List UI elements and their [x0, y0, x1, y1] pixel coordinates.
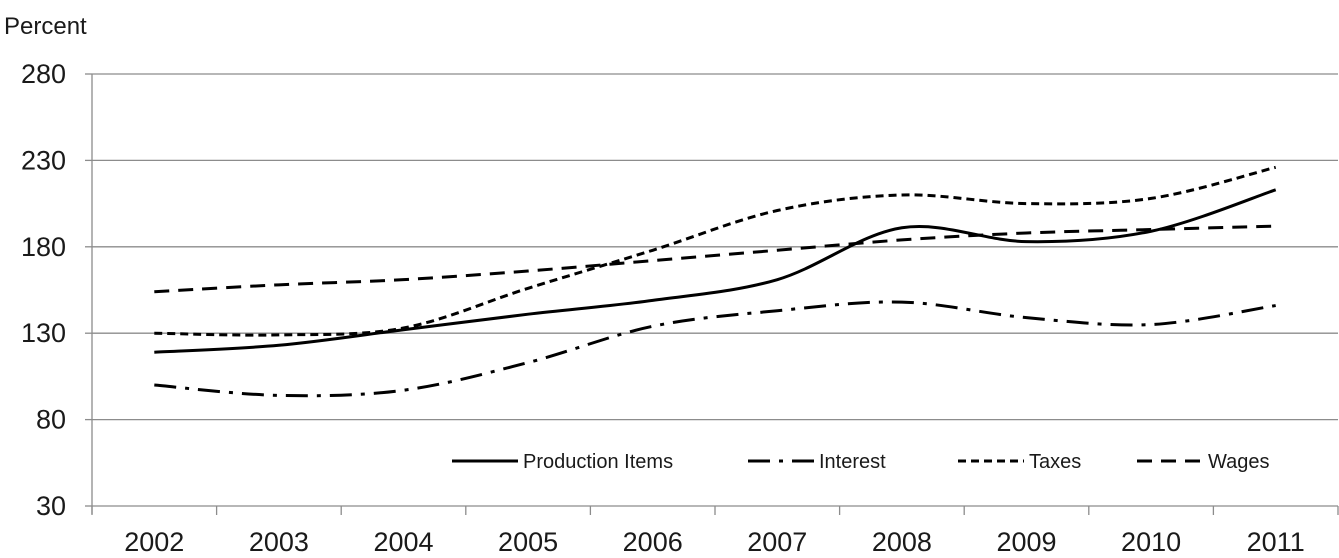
x-tick-label: 2010 [1121, 527, 1181, 557]
series-lines [154, 165, 1277, 398]
series-line-interest [154, 300, 1276, 398]
gridlines [92, 73, 1338, 421]
series-line-taxes [154, 165, 1277, 337]
y-axis-title: Percent [4, 13, 87, 40]
x-tick-label: 2007 [747, 527, 807, 557]
y-tick-labels: 30 80 130 180 230 280 [21, 59, 66, 521]
y-tick-label: 180 [21, 232, 66, 262]
x-tick-label: 2006 [623, 527, 683, 557]
x-tick-labels: 2002 2003 2004 2005 2006 2007 2008 2009 2010 2011 [124, 527, 1304, 557]
x-tick-label: 2003 [249, 527, 309, 557]
y-tick-label: 30 [36, 491, 66, 521]
series-line-production-items [154, 188, 1277, 354]
y-tick-label: 280 [21, 59, 66, 89]
legend-label: Production Items [523, 451, 673, 473]
x-tick-label: 2009 [996, 527, 1056, 557]
x-tick-label: 2008 [872, 527, 932, 557]
series-line-wages [154, 224, 1276, 294]
legend: Production Items Interest Taxes Wages [452, 451, 1270, 473]
legend-label: Wages [1208, 451, 1270, 473]
legend-label: Taxes [1029, 451, 1081, 473]
y-tick-label: 130 [21, 318, 66, 348]
x-tick-label: 2002 [124, 527, 184, 557]
axes [85, 73, 1339, 515]
y-tick-label: 80 [36, 405, 66, 435]
y-tick-label: 230 [21, 145, 66, 175]
x-tick-label: 2011 [1247, 527, 1305, 557]
x-tick-label: 2004 [373, 527, 433, 557]
legend-label: Interest [819, 451, 886, 473]
x-tick-label: 2005 [498, 527, 558, 557]
